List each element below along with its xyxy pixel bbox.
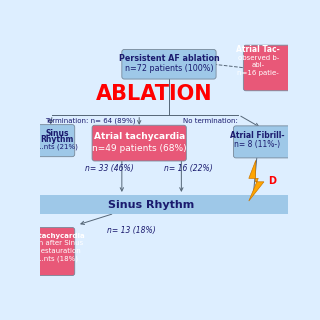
Polygon shape xyxy=(249,160,264,201)
FancyBboxPatch shape xyxy=(234,126,291,158)
Text: ...n after Sinus: ...n after Sinus xyxy=(32,240,83,246)
Text: Atrial Fibrill-: Atrial Fibrill- xyxy=(230,131,284,140)
Text: n=16 patie-: n=16 patie- xyxy=(237,70,279,76)
Text: abl-: abl- xyxy=(252,62,265,68)
Text: ...estauration: ...estauration xyxy=(34,248,81,254)
Text: ...nts (21%): ...nts (21%) xyxy=(37,144,78,150)
Text: Sinus Rhythm: Sinus Rhythm xyxy=(108,200,195,210)
Text: n=72 patients (100%): n=72 patients (100%) xyxy=(125,64,213,73)
Text: Persistent AF ablation: Persistent AF ablation xyxy=(119,54,219,63)
Text: n=49 patients (68%): n=49 patients (68%) xyxy=(92,144,187,153)
Text: Atrial tachycardia: Atrial tachycardia xyxy=(93,132,185,141)
Text: Termination: n= 64 (89%): Termination: n= 64 (89%) xyxy=(45,118,135,124)
Text: n= 13 (18%): n= 13 (18%) xyxy=(107,226,156,235)
Text: ...tachycardia: ...tachycardia xyxy=(30,233,85,238)
Text: No termination:: No termination: xyxy=(183,118,237,124)
FancyBboxPatch shape xyxy=(25,124,75,157)
Text: D: D xyxy=(268,176,276,186)
Text: Atrial Tac-: Atrial Tac- xyxy=(236,45,280,54)
FancyBboxPatch shape xyxy=(122,50,216,79)
FancyBboxPatch shape xyxy=(243,45,303,91)
Text: n= 33 (46%): n= 33 (46%) xyxy=(84,164,133,173)
Text: ...nts (18%): ...nts (18%) xyxy=(37,256,78,262)
Text: n= 16 (22%): n= 16 (22%) xyxy=(164,164,213,173)
Text: observed b-: observed b- xyxy=(238,55,279,60)
Text: Sinus: Sinus xyxy=(46,129,69,138)
FancyBboxPatch shape xyxy=(40,196,288,214)
FancyBboxPatch shape xyxy=(92,125,186,161)
Text: n= 8 (11%-): n= 8 (11%-) xyxy=(234,140,280,149)
Text: ABLATION: ABLATION xyxy=(96,84,212,104)
Text: Rhythm: Rhythm xyxy=(41,135,74,144)
FancyBboxPatch shape xyxy=(25,228,75,276)
